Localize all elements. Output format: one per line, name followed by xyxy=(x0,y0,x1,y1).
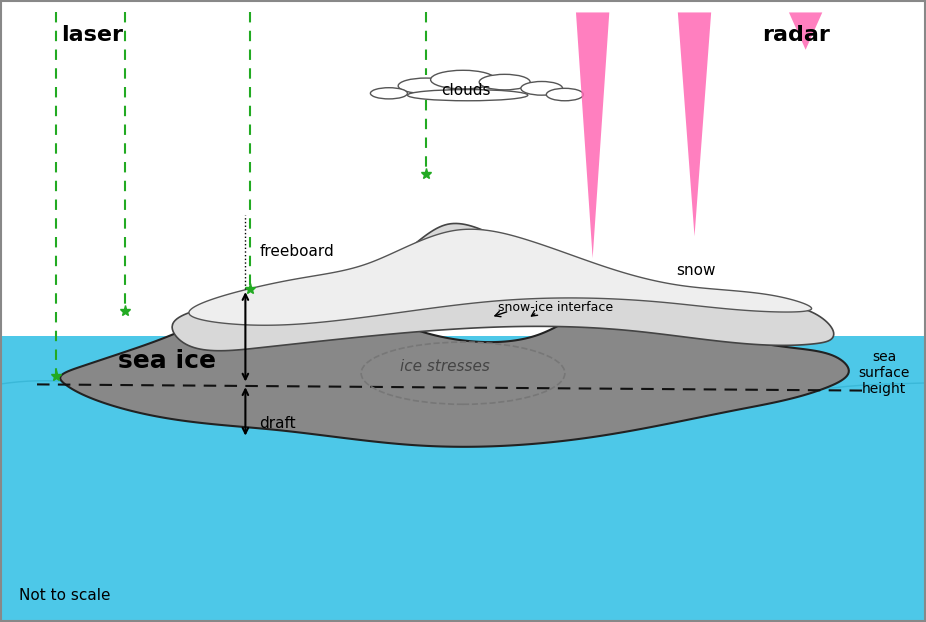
Text: snow: snow xyxy=(676,263,716,278)
Polygon shape xyxy=(0,373,93,622)
Ellipse shape xyxy=(520,81,563,95)
Ellipse shape xyxy=(480,75,530,90)
Ellipse shape xyxy=(431,70,495,89)
Ellipse shape xyxy=(407,90,528,101)
Text: ice stresses: ice stresses xyxy=(399,360,490,374)
Polygon shape xyxy=(576,12,609,258)
Polygon shape xyxy=(189,230,811,325)
Ellipse shape xyxy=(370,88,407,99)
Text: sea ice: sea ice xyxy=(118,349,216,373)
FancyBboxPatch shape xyxy=(0,355,926,622)
Text: clouds: clouds xyxy=(441,83,491,98)
Text: laser: laser xyxy=(62,25,123,45)
Text: snow-ice interface: snow-ice interface xyxy=(498,302,613,314)
Polygon shape xyxy=(789,12,822,50)
Text: sea
surface
height: sea surface height xyxy=(858,350,910,396)
Ellipse shape xyxy=(398,78,454,93)
Ellipse shape xyxy=(546,88,583,101)
Polygon shape xyxy=(0,336,926,622)
Polygon shape xyxy=(678,12,711,236)
Text: Not to scale: Not to scale xyxy=(19,588,110,603)
Text: freeboard: freeboard xyxy=(259,244,334,259)
Polygon shape xyxy=(0,367,926,622)
Text: draft: draft xyxy=(259,416,296,432)
Text: radar: radar xyxy=(762,25,831,45)
Polygon shape xyxy=(172,223,833,351)
Polygon shape xyxy=(60,286,849,447)
